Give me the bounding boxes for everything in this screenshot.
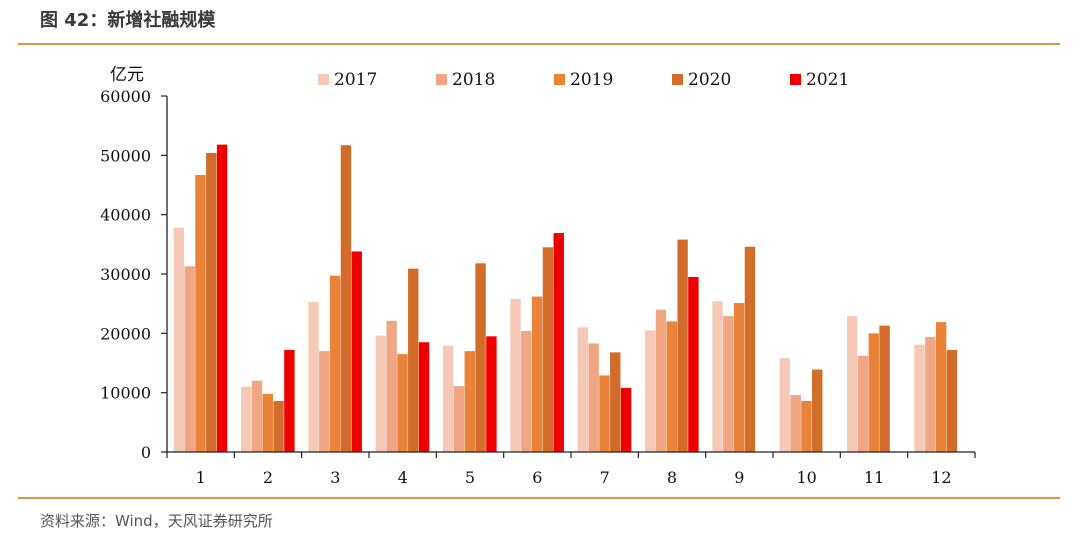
bar-2019-1 — [195, 174, 206, 452]
legend-label-2021: 2021 — [806, 70, 849, 90]
bar-2020-2 — [273, 400, 284, 452]
bar-2019-7 — [599, 375, 610, 452]
legend-swatch-2019 — [554, 74, 565, 85]
bar-2017-3 — [308, 301, 319, 452]
bar-2017-4 — [375, 335, 387, 452]
bar-2021-8 — [688, 276, 699, 452]
bar-chart: 亿元 2017 2018 2019 2020 2021 0 10000 20000 30000… — [100, 65, 976, 487]
y-tick-label: 50000 — [100, 146, 151, 165]
x-tick-label: 11 — [864, 468, 884, 487]
y-tick-label: 20000 — [100, 324, 151, 343]
bar-2019-10 — [801, 400, 812, 452]
bar-2017-10 — [779, 358, 791, 452]
bar-2021-7 — [620, 387, 632, 452]
bar-2018-3 — [319, 351, 330, 452]
bar-2018-5 — [453, 386, 465, 452]
x-tick-label: 10 — [796, 468, 816, 487]
y-tick-label: 30000 — [100, 265, 151, 284]
bar-2020-11 — [879, 325, 890, 452]
bar-2019-4 — [397, 354, 408, 452]
source-note: 资料来源：Wind，天风证券研究所 — [40, 512, 273, 530]
bar-2019-9 — [733, 303, 745, 452]
bar-2019-11 — [868, 333, 879, 452]
bottom-divider — [18, 497, 1060, 499]
x-tick-label: 7 — [600, 468, 610, 487]
bar-2017-5 — [443, 345, 454, 452]
bar-2017-1 — [173, 227, 185, 452]
bar-2018-10 — [790, 395, 801, 452]
bar-2020-4 — [408, 268, 419, 452]
bar-2018-9 — [723, 316, 734, 452]
bar-2021-5 — [486, 336, 497, 452]
x-tick-label: 3 — [330, 468, 340, 487]
bar-2017-7 — [577, 327, 589, 452]
bars-group — [173, 144, 958, 453]
bar-2021-1 — [216, 144, 228, 453]
bar-2020-6 — [542, 247, 554, 452]
y-tick-label: 40000 — [100, 206, 151, 225]
bar-2017-9 — [712, 301, 723, 452]
legend-swatch-2021 — [790, 74, 801, 85]
bar-2018-1 — [184, 266, 195, 452]
bar-2020-10 — [812, 369, 823, 452]
x-tick-label: 6 — [532, 468, 542, 487]
figure-title: 图 42：新增社融规模 — [40, 10, 216, 31]
x-tick-label: 12 — [931, 468, 951, 487]
bar-2018-7 — [588, 343, 599, 452]
bar-2021-6 — [553, 233, 564, 452]
bar-2018-11 — [857, 355, 869, 452]
bar-2017-8 — [645, 330, 656, 452]
bar-2018-4 — [386, 320, 397, 452]
x-tick-label: 9 — [734, 468, 744, 487]
bar-2017-12 — [914, 344, 925, 452]
bar-2019-12 — [935, 322, 947, 452]
x-tick-label: 2 — [263, 468, 273, 487]
bar-2018-12 — [925, 336, 936, 452]
bar-2019-3 — [329, 275, 341, 452]
legend-label-2019: 2019 — [570, 70, 613, 90]
bar-2018-8 — [655, 309, 667, 452]
x-tick-label: 8 — [667, 468, 677, 487]
bar-2018-2 — [251, 380, 263, 452]
y-tick-label: 60000 — [100, 87, 151, 106]
bar-2020-5 — [475, 263, 486, 452]
y-tick-label: 0 — [141, 443, 151, 462]
bar-2019-8 — [666, 321, 677, 452]
bar-2020-12 — [946, 349, 958, 452]
legend-swatch-2018 — [436, 74, 447, 85]
bar-2017-6 — [510, 298, 521, 452]
y-axis-unit-label: 亿元 — [110, 65, 144, 85]
legend-label-2017: 2017 — [334, 70, 377, 90]
bar-2019-6 — [531, 296, 543, 452]
x-tick-label: 5 — [465, 468, 475, 487]
legend-label-2018: 2018 — [452, 70, 495, 90]
legend: 2017 2018 2019 2020 2021 — [318, 70, 849, 90]
x-tick-label: 1 — [196, 468, 206, 487]
legend-swatch-2017 — [318, 74, 329, 85]
bar-2020-3 — [340, 145, 352, 452]
bar-2017-11 — [847, 316, 858, 452]
bar-2021-3 — [351, 251, 362, 452]
bar-2019-2 — [262, 393, 273, 452]
x-tick-label: 4 — [398, 468, 408, 487]
y-tick-label: 10000 — [100, 384, 151, 403]
bar-2018-6 — [521, 330, 532, 452]
legend-swatch-2020 — [672, 74, 683, 85]
bar-2020-9 — [744, 246, 756, 452]
bar-2020-1 — [206, 152, 217, 452]
bar-2020-8 — [677, 239, 688, 452]
legend-label-2020: 2020 — [688, 70, 731, 90]
bar-2020-7 — [610, 352, 621, 452]
top-divider — [18, 43, 1060, 45]
bar-2021-2 — [284, 349, 295, 452]
bar-2017-2 — [241, 386, 252, 452]
bar-2021-4 — [418, 342, 430, 452]
bar-2019-5 — [464, 351, 475, 452]
